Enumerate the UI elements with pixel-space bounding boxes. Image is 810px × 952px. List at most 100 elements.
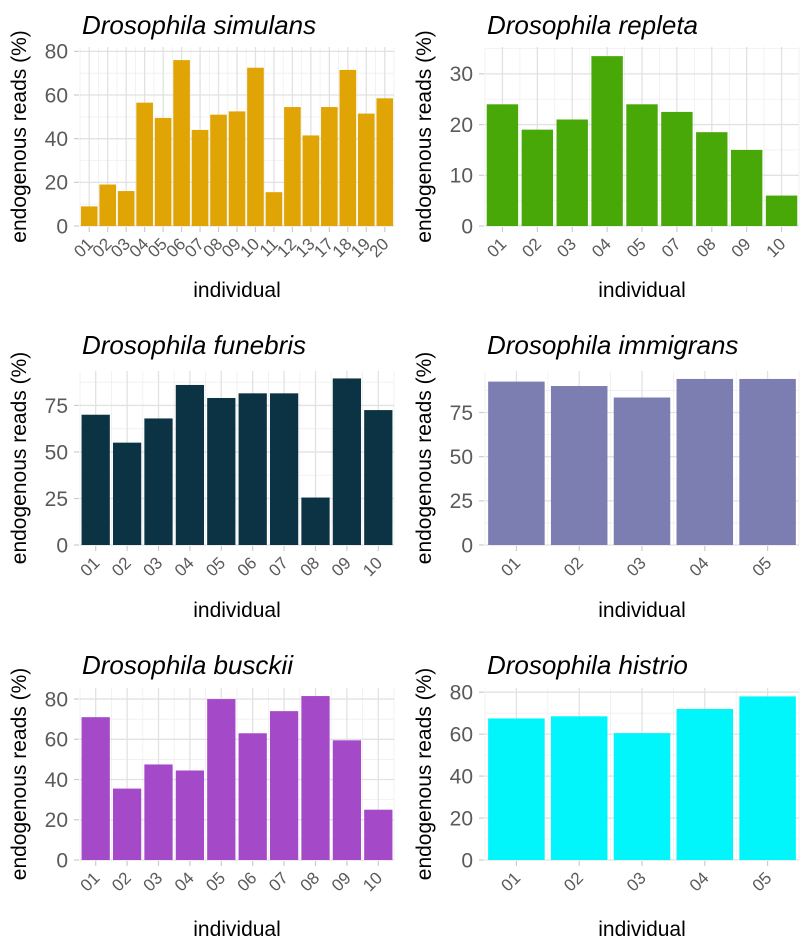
bar-03 xyxy=(144,418,173,545)
bar-02 xyxy=(112,788,142,860)
y-axis-title: endogenous reads (%) xyxy=(8,30,31,242)
bar-07 xyxy=(191,129,209,226)
chart-title: Drosophila immigrans xyxy=(487,330,738,360)
bar-07 xyxy=(269,711,299,860)
chart-title: Drosophila histrio xyxy=(487,650,688,680)
y-tick-label: 75 xyxy=(45,395,68,418)
y-axis-title: endogenous reads (%) xyxy=(8,352,31,564)
y-tick-label: 80 xyxy=(450,682,473,705)
bar-06 xyxy=(173,60,190,226)
bar-04 xyxy=(175,384,205,545)
bar-01 xyxy=(80,206,98,226)
x-tick-label: 08 xyxy=(297,553,324,580)
x-tick-label: 01 xyxy=(497,553,524,580)
x-tick-label: 05 xyxy=(749,868,776,895)
x-axis-title: individual xyxy=(598,599,686,622)
panel-drosophila-histrio: 0 20 40 60 80 01 02 03 04 05 Drosophila histrio ind… xyxy=(405,630,810,952)
panel-drosophila-simulans: 0 20 40 60 80 01 02 03 04 05 06 07 08 09 10 11 12 13 17 18 1… xyxy=(0,0,405,310)
y-tick-label: 40 xyxy=(450,765,473,788)
bar-12 xyxy=(284,107,301,226)
bar-13 xyxy=(302,135,320,226)
panel-drosophila-repleta: 0 10 20 30 01 02 03 04 05 07 08 09 10 Drosophila repl… xyxy=(405,0,810,310)
x-tick-label: 10 xyxy=(359,868,386,895)
y-tick-label: 10 xyxy=(450,165,473,188)
x-tick-label: 09 xyxy=(328,553,355,580)
chart-title: Drosophila busckii xyxy=(82,650,294,680)
bar-05 xyxy=(739,378,796,545)
bar-chart-drosophila-funebris: 0 25 50 75 01 02 03 04 05 06 07 08 09 10 Drosophila fu… xyxy=(8,330,395,622)
bar-10 xyxy=(247,67,264,226)
bar-05 xyxy=(739,696,796,860)
x-axis-title: individual xyxy=(598,918,686,941)
y-tick-label: 20 xyxy=(450,114,473,137)
chart-title: Drosophila repleta xyxy=(487,10,698,40)
x-tick-label: 04 xyxy=(588,234,615,261)
x-tick-label: 02 xyxy=(108,868,135,895)
bar-05 xyxy=(626,104,658,226)
x-tick-label: 06 xyxy=(234,868,261,895)
bar-05 xyxy=(207,699,236,860)
x-tick-label: 03 xyxy=(623,553,650,580)
y-tick-label: 0 xyxy=(56,215,68,238)
y-tick-label: 60 xyxy=(45,84,68,107)
x-tick-label: 02 xyxy=(560,868,587,895)
bar-07 xyxy=(661,111,693,226)
x-tick-label: 20 xyxy=(366,234,393,261)
x-tick-label: 07 xyxy=(265,868,292,895)
bar-01 xyxy=(488,381,545,545)
bar-01 xyxy=(81,414,110,545)
bar-03 xyxy=(144,764,173,860)
bar-01 xyxy=(81,717,110,860)
bar-08 xyxy=(696,132,728,226)
x-tick-label: 01 xyxy=(77,868,104,895)
x-tick-label: 09 xyxy=(328,868,355,895)
bar-04 xyxy=(175,770,205,860)
bar-03 xyxy=(613,397,671,545)
x-tick-label: 04 xyxy=(171,553,198,580)
bar-04 xyxy=(676,708,734,860)
bar-chart-drosophila-histrio: 0 20 40 60 80 01 02 03 04 05 Drosophila histrio ind… xyxy=(413,650,800,941)
y-tick-label: 80 xyxy=(45,688,68,711)
bar-chart-drosophila-busckii: 0 20 40 60 80 01 02 03 04 05 06 07 08 09 10 Drosophila … xyxy=(8,650,395,941)
bar-chart-drosophila-immigrans: 0 25 50 75 01 02 03 04 05 Drosophila immigrans ind… xyxy=(413,330,800,622)
y-tick-label: 0 xyxy=(56,849,68,872)
bar-04 xyxy=(591,56,623,227)
x-tick-label: 08 xyxy=(297,868,324,895)
bar-04 xyxy=(676,378,734,545)
bar-04 xyxy=(136,102,153,226)
panel-drosophila-busckii: 0 20 40 60 80 01 02 03 04 05 06 07 08 09 10 Drosophila … xyxy=(0,630,405,952)
y-axis-title: endogenous reads (%) xyxy=(413,352,436,564)
chart-title: Drosophila simulans xyxy=(82,10,316,40)
x-tick-label: 05 xyxy=(749,553,776,580)
bar-02 xyxy=(99,184,117,226)
bar-03 xyxy=(613,733,671,860)
y-axis-title: endogenous reads (%) xyxy=(413,30,436,242)
bar-10 xyxy=(364,410,393,545)
bar-19 xyxy=(357,113,375,226)
y-tick-label: 75 xyxy=(450,402,473,425)
y-tick-label: 40 xyxy=(45,769,68,792)
bar-18 xyxy=(339,69,357,226)
x-axis-title: individual xyxy=(193,279,281,302)
y-tick-label: 25 xyxy=(45,488,68,511)
x-tick-label: 05 xyxy=(202,868,229,895)
y-tick-label: 0 xyxy=(461,215,473,238)
bar-05 xyxy=(207,397,236,545)
bar-chart-drosophila-simulans: 0204060800102030405060708091011121317181… xyxy=(8,10,395,302)
x-tick-label: 02 xyxy=(518,234,545,261)
bar-09 xyxy=(730,149,763,226)
bar-chart-drosophila-repleta: 0 10 20 30 01 02 03 04 05 07 08 09 10 Drosophila repl… xyxy=(413,10,800,302)
bar-09 xyxy=(332,378,362,545)
x-tick-label: 07 xyxy=(658,234,685,261)
x-tick-label: 05 xyxy=(202,553,229,580)
bar-02 xyxy=(112,442,142,545)
x-tick-label: 03 xyxy=(623,868,650,895)
y-tick-label: 50 xyxy=(450,446,473,469)
bar-01 xyxy=(486,104,519,226)
chart-title: Drosophila funebris xyxy=(82,330,306,360)
x-tick-label: 03 xyxy=(553,234,580,261)
x-tick-label: 08 xyxy=(693,234,720,261)
x-tick-label: 02 xyxy=(560,553,587,580)
bar-10 xyxy=(765,195,798,226)
y-tick-label: 20 xyxy=(45,809,68,832)
